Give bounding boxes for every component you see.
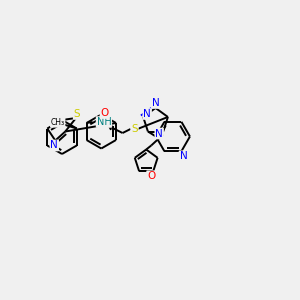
Text: S: S — [74, 109, 80, 119]
Text: CH₃: CH₃ — [51, 118, 65, 127]
Text: N: N — [143, 109, 151, 119]
Text: O: O — [100, 108, 109, 118]
Text: S: S — [131, 124, 138, 134]
Text: NH: NH — [97, 117, 111, 127]
Text: N: N — [155, 128, 163, 139]
Text: N: N — [179, 151, 187, 161]
Text: N: N — [152, 98, 159, 108]
Text: N: N — [50, 140, 58, 151]
Text: O: O — [147, 171, 155, 181]
